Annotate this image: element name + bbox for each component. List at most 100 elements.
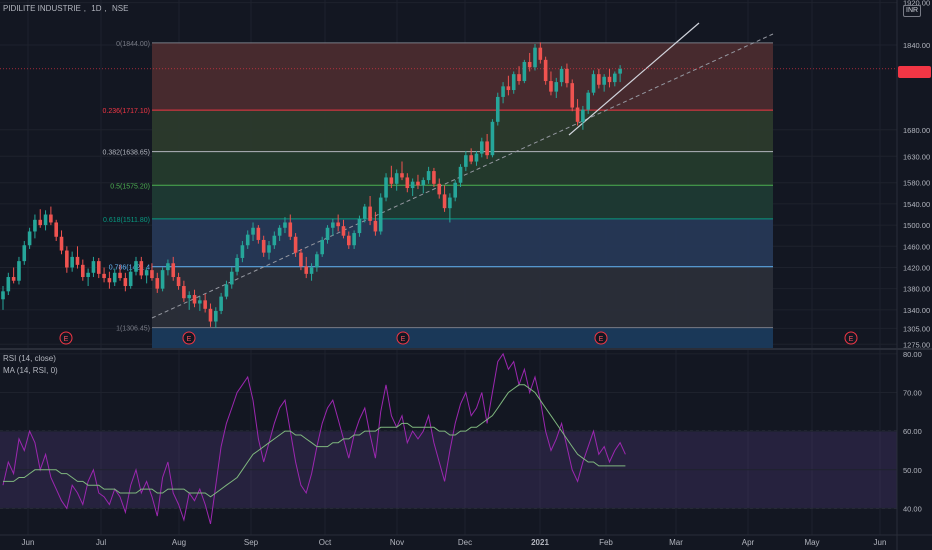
candle-body xyxy=(336,222,340,227)
candle-body xyxy=(304,266,309,274)
candle-body xyxy=(245,234,250,246)
rsi-tick-label: 60.00 xyxy=(903,427,922,436)
earnings-event-label: E xyxy=(401,336,406,343)
trendline-solid xyxy=(568,22,700,136)
fib-level-label: 1(1306.45) xyxy=(116,326,150,333)
candle-body xyxy=(554,82,559,92)
price-tick-label: 1305.00 xyxy=(903,324,930,333)
candle-body xyxy=(214,310,218,322)
candle-body xyxy=(331,222,335,228)
earnings-event-label: E xyxy=(849,336,854,343)
candle-body xyxy=(347,235,351,246)
candle-body xyxy=(309,267,314,274)
time-tick-label: May xyxy=(804,538,819,547)
candle-body xyxy=(11,277,16,281)
candle-body xyxy=(602,76,606,85)
fib-zone xyxy=(152,327,773,348)
price-tick-label: 1500.00 xyxy=(903,221,930,230)
candle-body xyxy=(155,278,160,289)
candle-body xyxy=(267,245,271,253)
price-tick-label: 1420.00 xyxy=(903,263,930,272)
fib-level-label: 0.5(1575.20) xyxy=(110,183,150,190)
candle-body xyxy=(410,181,415,189)
candle-body xyxy=(123,278,128,287)
candle-body xyxy=(618,68,622,74)
fib-zone xyxy=(152,110,773,152)
candle-body xyxy=(38,219,43,226)
candle-body xyxy=(166,263,170,271)
candle-body xyxy=(187,295,191,299)
candle-body xyxy=(176,277,181,287)
candle-body xyxy=(352,233,356,246)
candle-body xyxy=(591,74,596,93)
time-tick-label: Apr xyxy=(742,538,755,547)
price-tick-label: 1920.00 xyxy=(903,0,930,8)
candle-body xyxy=(219,296,223,311)
candle-body xyxy=(597,74,601,85)
earnings-event-marker xyxy=(59,331,73,345)
candle-body xyxy=(160,270,165,289)
time-tick-label: Dec xyxy=(458,538,472,547)
candle-body xyxy=(549,81,553,92)
candle-body xyxy=(6,277,11,292)
candle-body xyxy=(511,74,516,91)
candle-body xyxy=(469,155,473,162)
rsi-tick-label: 70.00 xyxy=(903,389,922,398)
candle-body xyxy=(357,218,362,234)
candle-body xyxy=(586,92,590,110)
candle-body xyxy=(581,109,585,122)
rsi-ma-legend-label[interactable]: MA (14, RSI, 0) xyxy=(3,366,58,375)
earnings-event-marker xyxy=(844,331,858,345)
candle-body xyxy=(517,74,521,82)
rsi-line xyxy=(2,352,626,525)
earnings-event-marker xyxy=(594,331,608,345)
time-tick-label: Jun xyxy=(22,538,35,547)
candle-body xyxy=(522,61,527,82)
last-price-badge xyxy=(898,66,931,78)
candle-body xyxy=(320,239,324,255)
candle-body xyxy=(139,261,144,276)
candle-body xyxy=(299,252,303,267)
candle-body xyxy=(256,227,261,240)
candle-body xyxy=(448,197,452,209)
price-tick-label: 1540.00 xyxy=(903,200,930,209)
fib-level-label: 0.236(1717.10) xyxy=(103,108,150,115)
candle-body xyxy=(543,59,548,82)
candle-body xyxy=(43,214,48,226)
candle-body xyxy=(33,219,37,232)
candle-body xyxy=(59,236,64,251)
candle-body xyxy=(362,206,367,219)
candle-body xyxy=(49,214,53,223)
fib-zone xyxy=(152,266,773,328)
candle-body xyxy=(91,261,96,273)
fib-level-label: 0.618(1511.80) xyxy=(103,217,150,224)
rsi-legend-label[interactable]: RSI (14, close) xyxy=(3,354,56,363)
candle-body xyxy=(341,226,346,236)
time-tick-label: Aug xyxy=(172,538,186,547)
candle-body xyxy=(490,121,495,156)
fib-level-label: 0.786(1421.4 xyxy=(109,265,150,272)
fib-zone xyxy=(152,218,773,267)
candle-body xyxy=(144,270,149,276)
candle-body xyxy=(480,141,484,154)
candle-body xyxy=(134,261,138,272)
earnings-event-marker xyxy=(182,331,196,345)
candle-body xyxy=(235,257,239,272)
candle-body xyxy=(501,86,505,97)
price-axis-background xyxy=(897,0,932,550)
symbol-name: PIDILITE INDUSTRIE xyxy=(3,4,81,13)
candle-body xyxy=(474,153,479,162)
candle-body xyxy=(325,227,330,240)
candle-body xyxy=(27,231,32,246)
candle-body xyxy=(198,300,202,304)
time-tick-label: Feb xyxy=(599,538,613,547)
candle-body xyxy=(96,261,101,274)
candle-body xyxy=(437,183,442,195)
trendline-dashed xyxy=(151,33,774,319)
candle-body xyxy=(65,250,69,268)
interval-label: 1D xyxy=(91,4,102,13)
candle-body xyxy=(293,236,298,253)
candle-body xyxy=(506,86,511,91)
rsi-tick-label: 40.00 xyxy=(903,504,922,513)
